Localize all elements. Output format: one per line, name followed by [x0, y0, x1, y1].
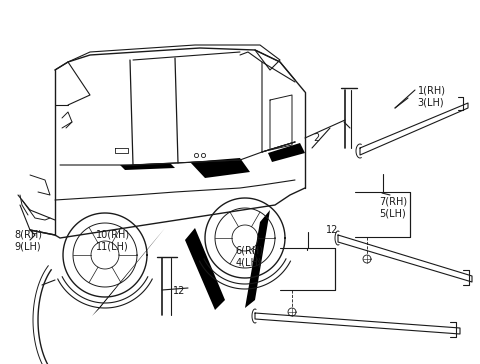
Text: 2: 2	[313, 133, 319, 143]
Text: 10(RH)
11(LH): 10(RH) 11(LH)	[96, 229, 130, 252]
Text: 8(RH)
9(LH): 8(RH) 9(LH)	[14, 229, 42, 252]
Polygon shape	[92, 228, 165, 316]
Text: 1(RH)
3(LH): 1(RH) 3(LH)	[418, 85, 445, 108]
Polygon shape	[245, 210, 270, 308]
Polygon shape	[185, 228, 225, 310]
Polygon shape	[190, 158, 250, 178]
Text: 12: 12	[326, 225, 339, 235]
Text: 7(RH)
5(LH): 7(RH) 5(LH)	[379, 196, 408, 219]
Polygon shape	[268, 143, 305, 162]
Text: 12: 12	[173, 286, 185, 296]
Text: 6(RH)
4(LH): 6(RH) 4(LH)	[235, 245, 263, 268]
Polygon shape	[120, 163, 175, 170]
